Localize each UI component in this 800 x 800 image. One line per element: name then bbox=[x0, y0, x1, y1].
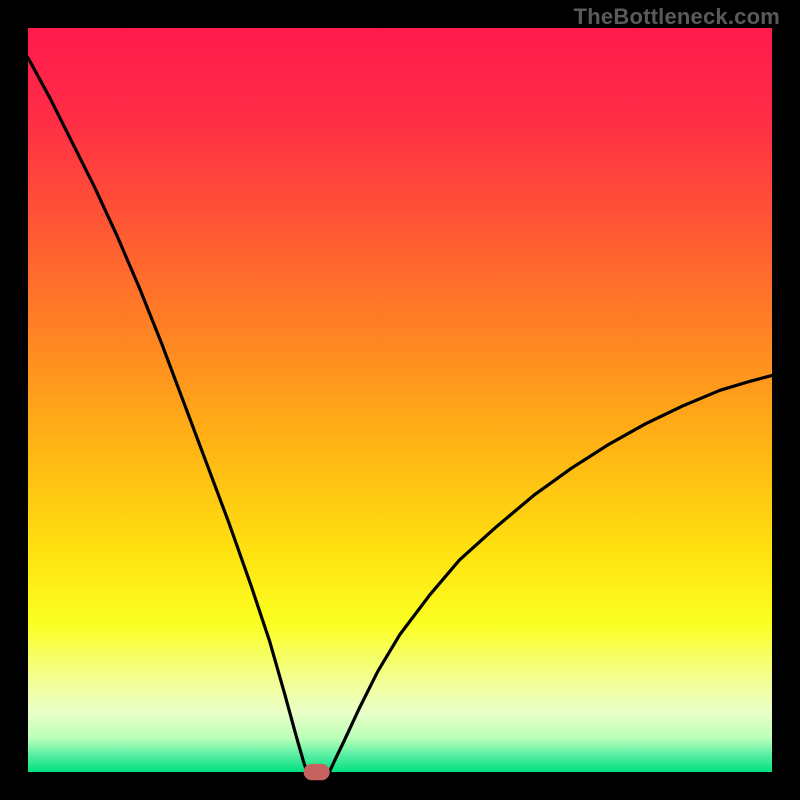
chart-frame: TheBottleneck.com bbox=[0, 0, 800, 800]
plot-background bbox=[28, 28, 772, 772]
optimum-marker bbox=[304, 764, 330, 780]
watermark-text: TheBottleneck.com bbox=[574, 4, 780, 30]
bottleneck-chart bbox=[0, 0, 800, 800]
